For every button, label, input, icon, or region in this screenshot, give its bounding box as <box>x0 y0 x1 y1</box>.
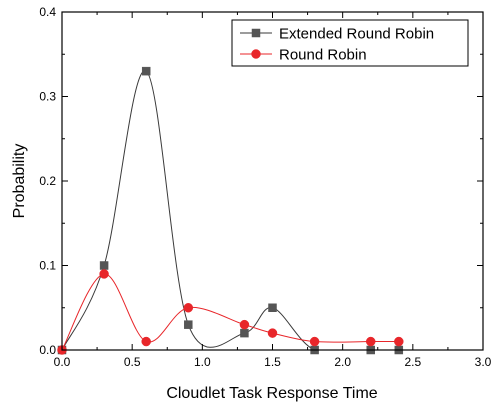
y-tick-label: 0.0 <box>39 343 56 357</box>
x-tick-label: 2.0 <box>334 355 351 369</box>
data-point <box>99 261 109 270</box>
series-layer <box>57 66 404 355</box>
y-axis-label: Probability <box>11 144 28 219</box>
data-point <box>141 336 151 347</box>
x-tick-label: 3.0 <box>475 355 491 369</box>
series-1 <box>57 269 404 355</box>
y-tick-label: 0.2 <box>39 174 56 188</box>
data-point <box>183 303 194 313</box>
data-point <box>141 66 151 76</box>
legend-label: Extended Round Robin <box>279 26 434 43</box>
x-tick-label: 2.5 <box>404 355 421 369</box>
y-tick-label: 0.1 <box>39 259 56 273</box>
legend-marker <box>251 28 261 38</box>
data-point <box>267 328 278 338</box>
series-line <box>62 70 399 350</box>
data-point <box>99 269 109 279</box>
data-point <box>239 319 250 330</box>
y-tick-label: 0.4 <box>39 5 56 19</box>
data-point <box>268 303 277 312</box>
series-line <box>62 273 399 350</box>
y-tick-label: 0.3 <box>39 90 56 104</box>
data-point <box>184 320 193 329</box>
data-point <box>394 336 404 347</box>
legend-label: Round Robin <box>279 47 367 64</box>
x-tick-label: 0.0 <box>54 355 71 369</box>
data-point <box>309 336 320 347</box>
data-point <box>365 336 376 347</box>
data-point <box>240 328 249 338</box>
x-tick-label: 1.5 <box>264 355 281 369</box>
x-axis-label: Cloudlet Task Response Time <box>166 385 377 402</box>
x-tick-label: 0.5 <box>124 355 141 369</box>
series-0 <box>57 66 404 355</box>
axes-layer: 0.0 0.5 1.0 1.5 2.0 2.5 3.0 0.0 0.1 0.2 0.3 0.4 <box>39 5 491 369</box>
legend: Extended Round Robin Round Robin <box>231 19 469 67</box>
x-tick-label: 1.0 <box>194 355 211 369</box>
legend-box <box>231 19 469 67</box>
legend-marker <box>251 49 261 59</box>
